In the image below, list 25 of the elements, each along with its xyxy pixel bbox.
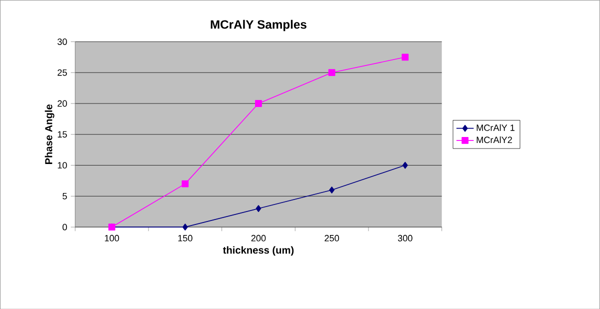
y-tick-label: 5 xyxy=(62,192,67,200)
x-tick-label: 100 xyxy=(104,234,120,242)
x-tick-label: 250 xyxy=(324,234,340,242)
legend-label: MCrAlY2 xyxy=(476,136,512,143)
point xyxy=(329,186,334,194)
y-tick-label: 20 xyxy=(58,100,67,107)
point xyxy=(255,100,262,107)
point xyxy=(402,54,409,60)
y-tick-label: 15 xyxy=(58,131,67,138)
y-tick-label: 10 xyxy=(58,162,67,168)
y-tick-label: 30 xyxy=(58,38,67,45)
point xyxy=(256,204,262,212)
chart-title: MCrAlY Samples xyxy=(210,20,306,32)
x-tick-label: 150 xyxy=(178,234,192,242)
x-tick-label: 200 xyxy=(251,234,266,242)
point xyxy=(182,223,188,230)
y-tick-label: 25 xyxy=(58,69,67,76)
x-axis-title: thickness (um) xyxy=(223,246,294,256)
x-tick-label: 300 xyxy=(398,234,412,242)
point xyxy=(328,69,336,76)
point xyxy=(182,180,189,188)
y-tick-label: 0 xyxy=(62,224,67,230)
legend-label: MCrAlY 1 xyxy=(476,124,514,131)
y-axis-title: Phase Angle xyxy=(44,104,54,164)
point xyxy=(402,162,408,169)
